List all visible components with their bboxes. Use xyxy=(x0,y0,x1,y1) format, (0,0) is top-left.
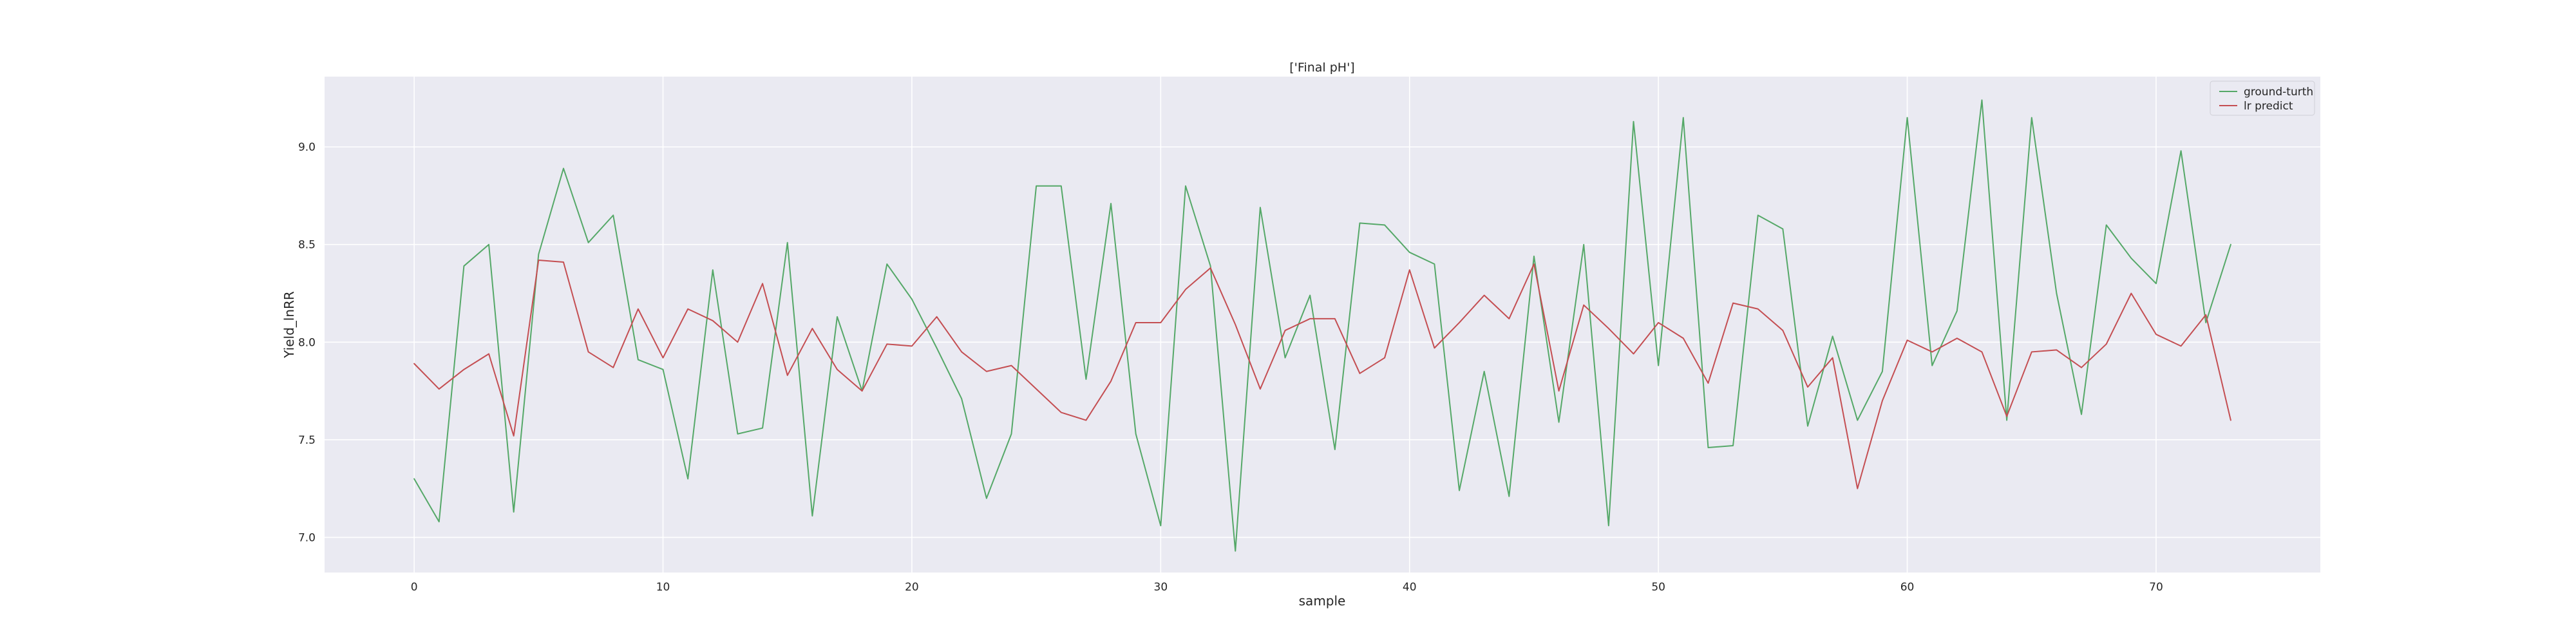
grid-lines xyxy=(325,77,2320,573)
plot-background xyxy=(325,77,2320,573)
y-tick-label: 7.0 xyxy=(298,531,316,544)
y-tick-label: 9.0 xyxy=(298,141,316,154)
x-tick-label: 70 xyxy=(2149,581,2163,594)
tick-labels: 0 10 20 30 40 50 60 70 7.0 7.5 8.0 8.5 9.0 xyxy=(298,141,2163,594)
y-tick-label: 7.5 xyxy=(298,434,316,447)
legend: ground-turth lr predict xyxy=(2210,80,2315,116)
legend-label-lr-predict: lr predict xyxy=(2244,100,2293,113)
y-tick-label: 8.5 xyxy=(298,239,316,252)
series-line-lr-predict xyxy=(413,259,2231,489)
x-tick-label: 40 xyxy=(1403,581,1417,594)
x-tick-label: 10 xyxy=(656,581,670,594)
x-axis-label: sample xyxy=(1299,593,1346,609)
series-line-ground-turth xyxy=(413,99,2231,552)
x-tick-label: 0 xyxy=(411,581,418,594)
x-tick-label: 50 xyxy=(1651,581,1665,594)
chart-title: ['Final pH'] xyxy=(1289,61,1354,75)
y-tick-label: 8.0 xyxy=(298,336,316,349)
legend-label-ground-turth: ground-turth xyxy=(2244,86,2313,99)
x-tick-label: 60 xyxy=(1900,581,1915,594)
x-tick-label: 20 xyxy=(905,581,919,594)
series-lines xyxy=(413,99,2231,552)
x-tick-label: 30 xyxy=(1154,581,1168,594)
legend-box xyxy=(2210,80,2315,116)
y-axis-label: Yield_lnRR xyxy=(281,291,297,359)
